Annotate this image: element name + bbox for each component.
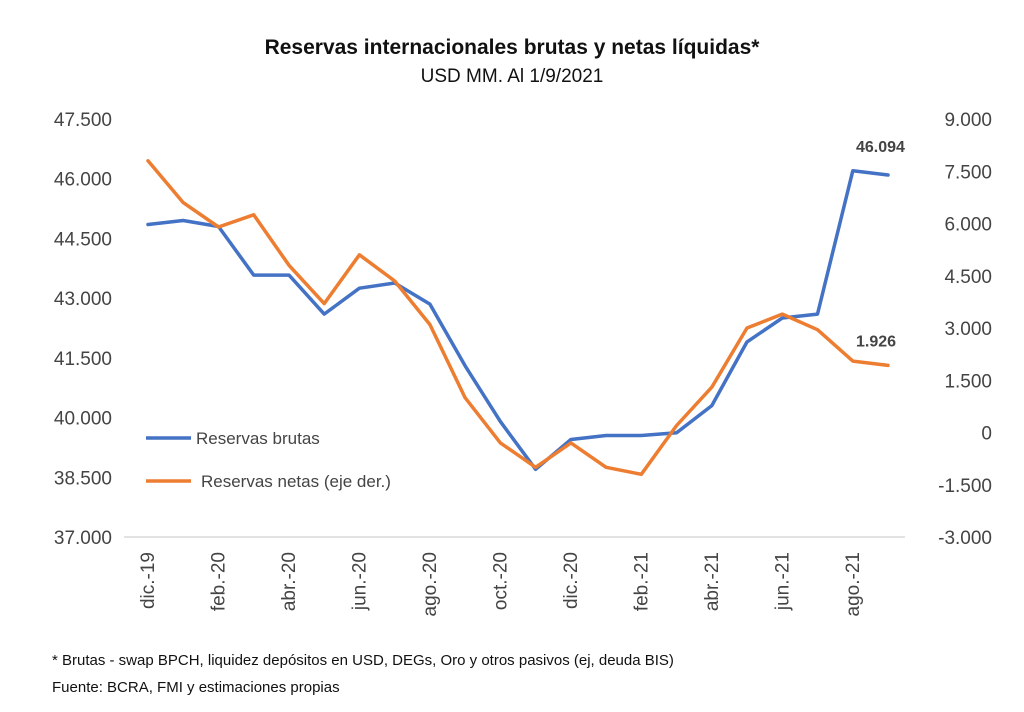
line-chart: 37.000 38.500 40.000 41.500 43.000 44.500 46.0…: [54, 110, 992, 616]
data-label-reservas-brutas: 46.094: [856, 139, 905, 156]
series-layer: [146, 159, 890, 477]
right-tick-label: 0: [981, 424, 992, 445]
right-tick-label: 6.000: [944, 215, 992, 236]
series-line-reservas-brutas: [146, 169, 890, 472]
left-tick-label: 37.000: [54, 528, 112, 549]
left-tick-label: 47.500: [54, 110, 112, 131]
left-axis-ticks: 37.000 38.500 40.000 41.500 43.000 44.500 46.0…: [54, 110, 112, 549]
data-labels: 46.094 1.926: [856, 139, 905, 350]
series-line-reservas-netas: [146, 159, 890, 477]
right-tick-label: 3.000: [944, 319, 992, 340]
legend-label: Reservas brutas: [196, 429, 320, 448]
x-tick-label: ago.-20: [420, 552, 441, 616]
left-tick-label: 38.500: [54, 468, 112, 489]
left-tick-label: 44.500: [54, 229, 112, 250]
chart-subtitle: USD MM. Al 1/9/2021: [420, 66, 604, 87]
right-tick-label: 1.500: [944, 371, 992, 392]
right-tick-label: 4.500: [944, 267, 992, 288]
right-axis-ticks: -3.000 -1.500 0 1.500 3.000 4.500 6.000 7.500 9.…: [938, 110, 992, 549]
x-axis-ticks: dic.-19 feb.-20 abr.-20 jun.-20 ago.-20 oct.-…: [138, 552, 864, 616]
x-tick-label: jun.-21: [772, 552, 793, 611]
x-tick-label: oct.-20: [490, 552, 511, 610]
right-tick-label: -3.000: [938, 528, 992, 549]
x-tick-label: dic.-19: [138, 552, 159, 609]
left-tick-label: 40.000: [54, 409, 112, 430]
x-tick-label: feb.-21: [631, 552, 652, 611]
x-tick-label: jun.-20: [349, 552, 370, 611]
legend: Reservas brutas Reservas netas (eje der.): [146, 429, 391, 491]
legend-label: Reservas netas (eje der.): [201, 472, 391, 491]
chart-title: Reservas internacionales brutas y netas …: [264, 36, 760, 59]
x-tick-label: abr.-21: [702, 552, 723, 611]
right-tick-label: 9.000: [944, 110, 992, 131]
right-tick-label: -1.500: [938, 476, 992, 497]
left-tick-label: 41.500: [54, 349, 112, 370]
left-tick-label: 46.000: [54, 170, 112, 191]
x-tick-label: ago.-21: [843, 552, 864, 616]
source-note: Fuente: BCRA, FMI y estimaciones propias: [52, 679, 340, 696]
x-tick-label: abr.-20: [279, 552, 300, 611]
data-label-reservas-netas: 1.926: [856, 333, 896, 350]
footnote: * Brutas - swap BPCH, liquidez depósitos…: [52, 652, 674, 669]
left-tick-label: 43.000: [54, 289, 112, 310]
x-tick-label: feb.-20: [208, 552, 229, 611]
right-tick-label: 7.500: [944, 162, 992, 183]
x-tick-label: dic.-20: [561, 552, 582, 609]
